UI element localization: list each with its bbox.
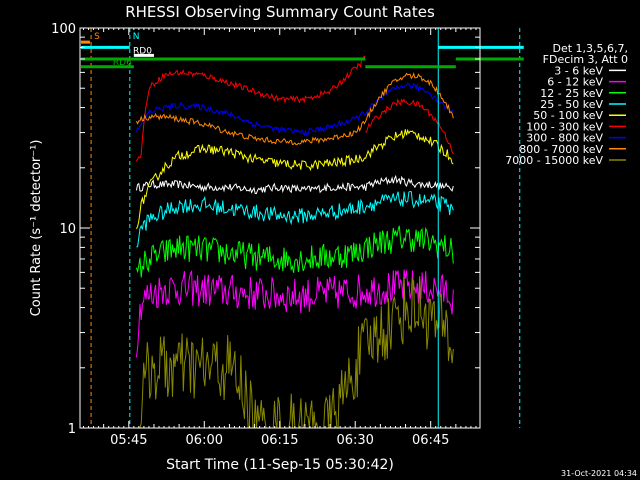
- y-tick-label: 1: [68, 422, 76, 437]
- legend-label: 100 - 300 keV: [526, 120, 603, 133]
- status-bar-label: RD0: [133, 46, 152, 56]
- x-tick-label: 05:45: [110, 433, 147, 448]
- legend-label: 50 - 100 keV: [533, 109, 603, 122]
- vertical-marker-label: S: [94, 32, 100, 42]
- legend-label: 6 - 12 keV: [547, 76, 603, 89]
- x-tick-label: 06:15: [261, 433, 298, 448]
- series-line: [135, 269, 454, 358]
- legend: Det 1,3,5,6,7,FDecim 3, Att 03 - 6 keV6 …: [505, 42, 628, 167]
- series-line: [135, 128, 454, 230]
- legend-label: 25 - 50 keV: [540, 98, 603, 111]
- series-line: [136, 190, 454, 248]
- series-line: [135, 225, 454, 278]
- series-line: [135, 174, 454, 195]
- timestamp: 31-Oct-2021 04:34: [561, 469, 637, 478]
- legend-header: FDecim 3, Att 0: [543, 53, 628, 66]
- chart-title: RHESSI Observing Summary Count Rates: [125, 3, 435, 21]
- series-line: [135, 72, 454, 146]
- legend-label: 7000 - 15000 keV: [505, 154, 603, 167]
- y-tick-label: 100: [51, 22, 76, 37]
- x-tick-label: 06:45: [412, 433, 449, 448]
- status-bar-label: RD6: [113, 58, 132, 68]
- x-axis-label: Start Time (11-Sep-15 05:30:42): [166, 457, 394, 473]
- y-tick-label: 10: [59, 222, 76, 237]
- x-tick-label: 06:30: [336, 433, 373, 448]
- series-line: [135, 82, 454, 137]
- legend-header: Det 1,3,5,6,7,: [552, 42, 628, 55]
- axes: 05:45 06:00 06:15 06:30 06:45 1 10 100: [51, 22, 481, 448]
- legend-label: 12 - 25 keV: [540, 87, 603, 100]
- series-line: [135, 55, 366, 162]
- legend-label: 800 - 7000 keV: [519, 143, 603, 156]
- vertical-marker-label: N: [133, 32, 140, 42]
- x-tick-label: 06:00: [186, 433, 223, 448]
- legend-label: 3 - 6 keV: [554, 64, 603, 77]
- y-axis-label: Count Rate (s⁻¹ detector⁻¹): [29, 140, 44, 317]
- legend-label: 300 - 800 keV: [526, 132, 603, 145]
